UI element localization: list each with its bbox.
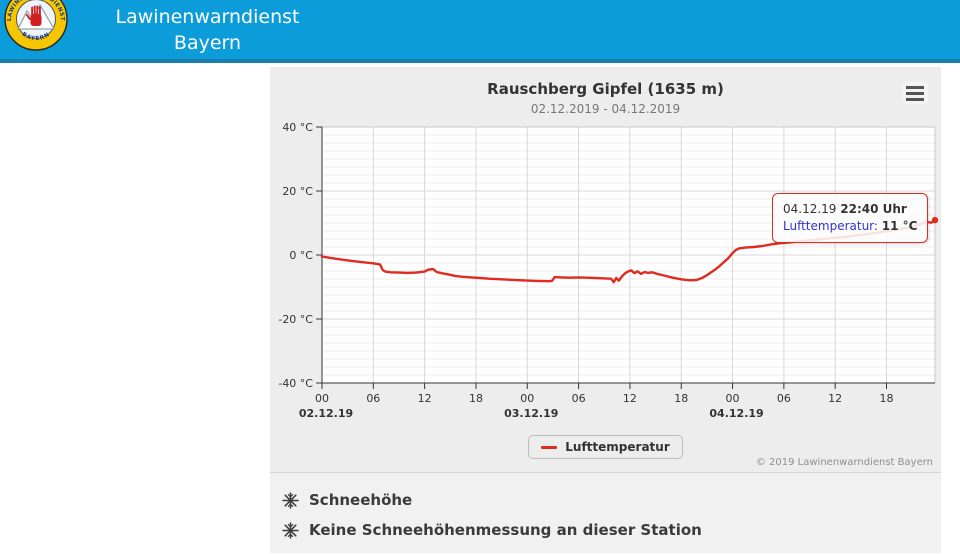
tooltip-series-label: Lufttemperatur:	[783, 219, 878, 233]
logo-ring-text-bottom: BAYERN	[21, 31, 51, 42]
snow-info-row: Keine Schneehöhenmessung an dieser Stati…	[282, 515, 941, 545]
svg-text:06: 06	[572, 392, 586, 405]
chart-tooltip: 04.12.19 22:40 Uhr Lufttemperatur: 11 °C	[772, 193, 929, 243]
svg-text:00: 00	[315, 392, 329, 405]
site-title-line1: Lawinenwarndienst	[115, 6, 300, 28]
chart-title: Rauschberg Gipfel (1635 m)	[487, 80, 724, 98]
chart-credits: © 2019 Lawinenwarndienst Bayern	[755, 457, 933, 468]
svg-text:0 °C: 0 °C	[289, 249, 313, 262]
burger-bar	[906, 85, 924, 89]
svg-text:06: 06	[777, 392, 791, 405]
tooltip-value: 11 °C	[881, 219, 918, 233]
tooltip-date: 04.12.19	[783, 202, 837, 216]
legend-item-lufttemperatur[interactable]: Lufttemperatur	[528, 435, 683, 459]
legend-label: Lufttemperatur	[565, 440, 670, 454]
svg-text:-40 °C: -40 °C	[278, 377, 313, 390]
svg-text:12: 12	[623, 392, 637, 405]
svg-text:18: 18	[880, 392, 894, 405]
svg-text:BAYERN: BAYERN	[21, 31, 52, 42]
svg-text:00: 00	[520, 392, 534, 405]
info-label-schneehoehe: Schneehöhe	[309, 491, 413, 509]
tooltip-time: 22:40 Uhr	[840, 202, 907, 216]
snowflake-icon	[282, 521, 299, 539]
svg-text:40 °C: 40 °C	[282, 121, 313, 134]
app-header: LAWINENWARNDIENST BAYERN Lawinenwarndien…	[0, 0, 960, 63]
svg-text:20 °C: 20 °C	[282, 185, 313, 198]
tooltip-body: Lufttemperatur: 11 °C	[783, 218, 917, 235]
svg-text:03.12.19: 03.12.19	[504, 407, 558, 420]
svg-text:04.12.19: 04.12.19	[709, 407, 763, 420]
snow-info-row: Schneehöhe	[282, 485, 941, 515]
chart-legend: Lufttemperatur	[270, 435, 941, 459]
svg-text:12: 12	[828, 392, 842, 405]
svg-text:06: 06	[366, 392, 380, 405]
site-title: Lawinenwarndienst Bayern	[100, 4, 315, 56]
svg-text:18: 18	[674, 392, 688, 405]
svg-text:02.12.19: 02.12.19	[299, 407, 353, 420]
svg-text:18: 18	[469, 392, 483, 405]
chart-subtitle: 02.12.2019 - 04.12.2019	[530, 102, 681, 116]
svg-text:-20 °C: -20 °C	[278, 313, 313, 326]
svg-text:00: 00	[726, 392, 740, 405]
temperature-line-chart[interactable]: 40 °C20 °C0 °C-20 °C-40 °C00 06 12 18 00 06 12…	[270, 67, 941, 427]
burger-bar	[906, 91, 924, 95]
site-title-line2: Bayern	[173, 32, 242, 54]
tooltip-header: 04.12.19 22:40 Uhr	[783, 201, 917, 218]
snowflake-icon	[282, 491, 299, 509]
info-label-keine-messung: Keine Schneehöhenmessung an dieser Stati…	[309, 521, 702, 539]
temperature-chart-card: Rauschberg Gipfel (1635 m) 02.12.2019 - …	[270, 67, 941, 473]
burger-bar	[906, 97, 924, 101]
lawinenwarndienst-logo: LAWINENWARNDIENST BAYERN	[4, 0, 68, 51]
chart-context-menu-button[interactable]	[902, 82, 928, 104]
content-panel: Rauschberg Gipfel (1635 m) 02.12.2019 - …	[270, 67, 941, 554]
logo-badge-icon: LAWINENWARNDIENST BAYERN	[4, 0, 68, 51]
snow-info-section: Schneehöhe Keine Schneehöhenmessung an d…	[270, 473, 941, 553]
svg-text:12: 12	[418, 392, 432, 405]
legend-line-swatch-icon	[541, 445, 558, 449]
